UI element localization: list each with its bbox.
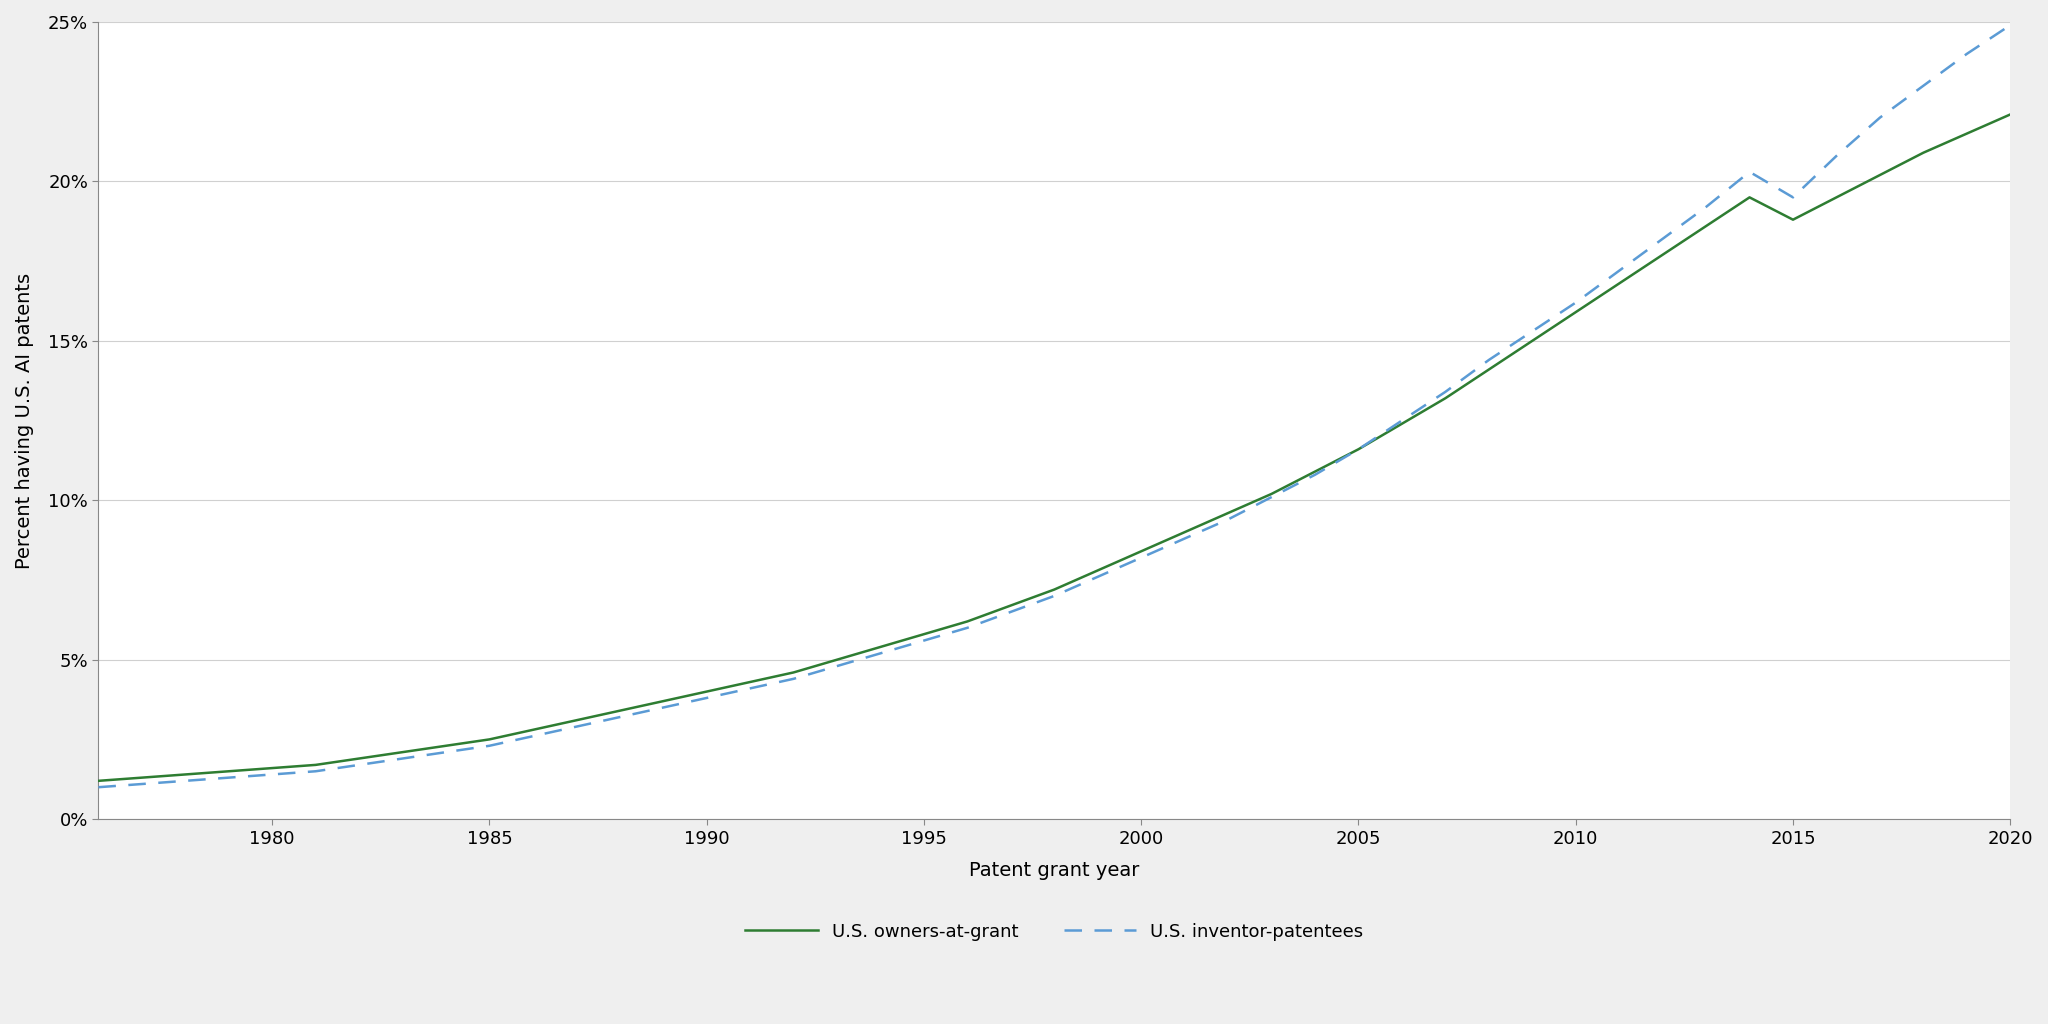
U.S. owners-at-grant <box>172 768 197 780</box>
U.S. owners-at-grant <box>737 676 762 688</box>
U.S. inventor-patentees <box>346 759 371 771</box>
U.S. inventor-patentees <box>1042 590 1067 602</box>
U.S. owners-at-grant <box>1260 487 1284 500</box>
U.S. inventor-patentees <box>563 721 588 733</box>
U.S. owners-at-grant <box>868 641 893 653</box>
U.S. inventor-patentees <box>1391 415 1415 427</box>
U.S. owners-at-grant <box>1737 191 1761 204</box>
Legend: U.S. owners-at-grant, U.S. inventor-patentees: U.S. owners-at-grant, U.S. inventor-pate… <box>737 915 1370 948</box>
U.S. inventor-patentees <box>782 673 807 685</box>
U.S. owners-at-grant <box>825 653 850 666</box>
U.S. owners-at-grant <box>1217 507 1241 519</box>
U.S. inventor-patentees <box>651 701 676 714</box>
U.S. inventor-patentees <box>1999 19 2023 32</box>
U.S. owners-at-grant <box>1608 278 1632 290</box>
U.S. inventor-patentees <box>1085 570 1110 583</box>
U.S. owners-at-grant <box>1477 364 1501 376</box>
Y-axis label: Percent having U.S. AI patents: Percent having U.S. AI patents <box>14 272 35 568</box>
U.S. inventor-patentees <box>694 692 719 705</box>
U.S. inventor-patentees <box>825 659 850 672</box>
U.S. owners-at-grant <box>303 759 328 771</box>
U.S. owners-at-grant <box>608 705 633 717</box>
U.S. inventor-patentees <box>1737 166 1761 178</box>
U.S. inventor-patentees <box>434 746 459 759</box>
U.S. owners-at-grant <box>1563 306 1587 318</box>
U.S. owners-at-grant <box>1651 249 1675 261</box>
U.S. inventor-patentees <box>1563 296 1587 308</box>
U.S. inventor-patentees <box>911 635 936 647</box>
U.S. inventor-patentees <box>520 730 545 742</box>
U.S. inventor-patentees <box>1128 552 1153 564</box>
U.S. inventor-patentees <box>999 606 1024 618</box>
U.S. inventor-patentees <box>1217 513 1241 525</box>
U.S. owners-at-grant <box>391 746 416 759</box>
U.S. owners-at-grant <box>217 765 242 777</box>
U.S. owners-at-grant <box>651 695 676 708</box>
U.S. inventor-patentees <box>1477 354 1501 367</box>
U.S. inventor-patentees <box>303 765 328 777</box>
U.S. owners-at-grant <box>782 667 807 679</box>
U.S. inventor-patentees <box>1520 326 1544 338</box>
U.S. owners-at-grant <box>911 628 936 640</box>
U.S. owners-at-grant <box>954 615 979 628</box>
U.S. owners-at-grant <box>477 733 502 745</box>
U.S. inventor-patentees <box>608 711 633 723</box>
U.S. inventor-patentees <box>1911 80 1935 92</box>
U.S. owners-at-grant <box>1954 127 1978 139</box>
U.S. owners-at-grant <box>520 724 545 736</box>
U.S. owners-at-grant <box>1868 169 1892 181</box>
U.S. owners-at-grant <box>1042 584 1067 596</box>
U.S. inventor-patentees <box>1825 150 1849 162</box>
U.S. inventor-patentees <box>1260 490 1284 503</box>
U.S. owners-at-grant <box>694 685 719 697</box>
U.S. owners-at-grant <box>1694 220 1718 232</box>
U.S. owners-at-grant <box>1171 526 1196 539</box>
U.S. inventor-patentees <box>1608 264 1632 276</box>
U.S. inventor-patentees <box>217 771 242 783</box>
U.S. inventor-patentees <box>954 622 979 634</box>
U.S. inventor-patentees <box>172 775 197 787</box>
Line: U.S. inventor-patentees: U.S. inventor-patentees <box>98 26 2011 787</box>
U.S. owners-at-grant <box>1434 392 1458 404</box>
Line: U.S. owners-at-grant: U.S. owners-at-grant <box>98 115 2011 781</box>
U.S. inventor-patentees <box>1303 469 1327 481</box>
U.S. owners-at-grant <box>1303 466 1327 478</box>
U.S. owners-at-grant <box>434 739 459 752</box>
U.S. inventor-patentees <box>1954 48 1978 60</box>
U.S. inventor-patentees <box>1694 201 1718 213</box>
U.S. inventor-patentees <box>1780 191 1804 204</box>
U.S. inventor-patentees <box>1434 386 1458 398</box>
U.S. inventor-patentees <box>129 778 154 791</box>
U.S. owners-at-grant <box>129 771 154 783</box>
U.S. owners-at-grant <box>1346 443 1370 456</box>
U.S. inventor-patentees <box>477 739 502 752</box>
X-axis label: Patent grant year: Patent grant year <box>969 861 1139 881</box>
U.S. inventor-patentees <box>1868 112 1892 124</box>
U.S. inventor-patentees <box>1171 532 1196 545</box>
U.S. inventor-patentees <box>1346 443 1370 456</box>
U.S. owners-at-grant <box>1911 146 1935 159</box>
U.S. owners-at-grant <box>260 762 285 774</box>
U.S. owners-at-grant <box>86 775 111 787</box>
U.S. owners-at-grant <box>1391 418 1415 430</box>
U.S. inventor-patentees <box>391 753 416 765</box>
U.S. inventor-patentees <box>86 781 111 794</box>
U.S. owners-at-grant <box>1520 335 1544 347</box>
U.S. owners-at-grant <box>1780 214 1804 226</box>
U.S. inventor-patentees <box>737 682 762 694</box>
U.S. inventor-patentees <box>868 647 893 659</box>
U.S. inventor-patentees <box>260 768 285 780</box>
U.S. inventor-patentees <box>1651 232 1675 245</box>
U.S. owners-at-grant <box>346 753 371 765</box>
U.S. owners-at-grant <box>1825 191 1849 204</box>
U.S. owners-at-grant <box>1999 109 2023 121</box>
U.S. owners-at-grant <box>1128 545 1153 557</box>
U.S. owners-at-grant <box>563 714 588 726</box>
U.S. owners-at-grant <box>999 599 1024 611</box>
U.S. owners-at-grant <box>1085 564 1110 577</box>
